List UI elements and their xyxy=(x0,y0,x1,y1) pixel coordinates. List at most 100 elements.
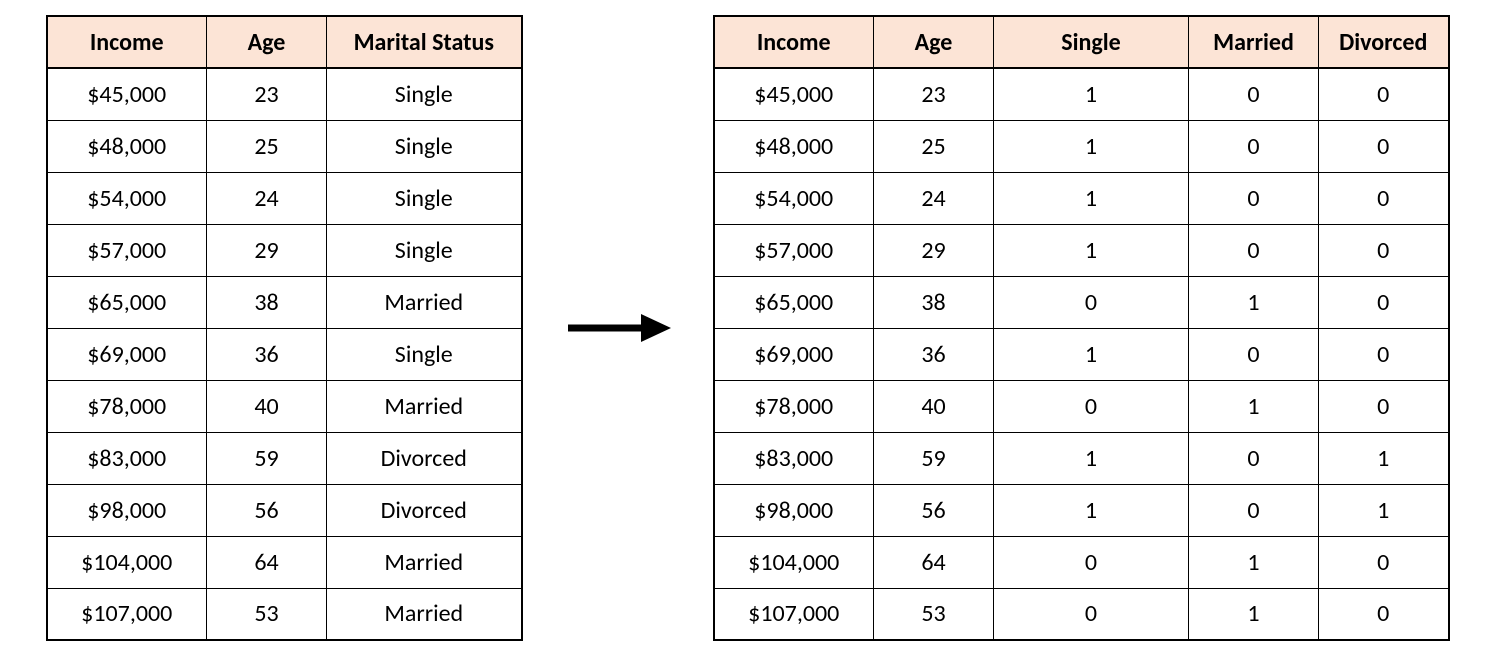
encoded-cell: 36 xyxy=(874,328,994,380)
source-cell: 64 xyxy=(207,536,327,588)
source-cell: Married xyxy=(327,588,522,640)
encoded-cell: $65,000 xyxy=(714,276,874,328)
encoded-cell: 1 xyxy=(994,224,1189,276)
encoded-cell: 1 xyxy=(994,120,1189,172)
encoded-cell: $78,000 xyxy=(714,380,874,432)
encoded-row: $107,00053010 xyxy=(714,588,1449,640)
source-table: IncomeAgeMarital Status $45,00023Single$… xyxy=(46,15,523,641)
encoded-cell: 0 xyxy=(1319,68,1449,120)
encoded-cell: 56 xyxy=(874,484,994,536)
encoded-header-income: Income xyxy=(714,16,874,68)
encoded-cell: 1 xyxy=(994,432,1189,484)
arrow-icon xyxy=(563,308,673,348)
source-cell: Divorced xyxy=(327,432,522,484)
encoded-cell: 25 xyxy=(874,120,994,172)
source-cell: 25 xyxy=(207,120,327,172)
source-row: $45,00023Single xyxy=(47,68,522,120)
encoded-cell: 0 xyxy=(1189,68,1319,120)
encoded-cell: $48,000 xyxy=(714,120,874,172)
encoded-cell: $98,000 xyxy=(714,484,874,536)
encoded-cell: 1 xyxy=(1319,484,1449,536)
encoded-row: $83,00059101 xyxy=(714,432,1449,484)
source-cell: 24 xyxy=(207,172,327,224)
encoded-header-single: Single xyxy=(994,16,1189,68)
encoded-cell: 1 xyxy=(994,328,1189,380)
encoded-cell: $107,000 xyxy=(714,588,874,640)
source-row: $107,00053Married xyxy=(47,588,522,640)
source-row: $54,00024Single xyxy=(47,172,522,224)
encoded-cell: 64 xyxy=(874,536,994,588)
encoded-cell: 0 xyxy=(1189,484,1319,536)
source-row: $57,00029Single xyxy=(47,224,522,276)
encoded-cell: 0 xyxy=(994,276,1189,328)
encoded-cell: 1 xyxy=(1189,276,1319,328)
source-cell: $45,000 xyxy=(47,68,207,120)
source-cell: Single xyxy=(327,328,522,380)
encoded-cell: 0 xyxy=(1319,224,1449,276)
encoded-cell: 0 xyxy=(994,380,1189,432)
encoded-cell: 0 xyxy=(1189,172,1319,224)
encoded-cell: 1 xyxy=(994,68,1189,120)
encoded-cell: 1 xyxy=(1189,588,1319,640)
source-row: $65,00038Married xyxy=(47,276,522,328)
encoded-cell: 0 xyxy=(1319,380,1449,432)
encoded-header-divorced: Divorced xyxy=(1319,16,1449,68)
source-header-marital-status: Marital Status xyxy=(327,16,522,68)
source-cell: 56 xyxy=(207,484,327,536)
encoded-cell: 1 xyxy=(994,484,1189,536)
encoded-cell: $54,000 xyxy=(714,172,874,224)
encoded-cell: 38 xyxy=(874,276,994,328)
source-cell: Married xyxy=(327,536,522,588)
source-cell: $98,000 xyxy=(47,484,207,536)
source-cell: Divorced xyxy=(327,484,522,536)
encoded-cell: $57,000 xyxy=(714,224,874,276)
encoded-cell: 1 xyxy=(1319,432,1449,484)
encoded-cell: 0 xyxy=(1189,120,1319,172)
source-row: $78,00040Married xyxy=(47,380,522,432)
encoded-table: IncomeAgeSingleMarriedDivorced $45,00023… xyxy=(713,15,1450,641)
encoded-cell: 0 xyxy=(1319,588,1449,640)
source-row: $104,00064Married xyxy=(47,536,522,588)
encoded-row: $69,00036100 xyxy=(714,328,1449,380)
encoded-cell: $69,000 xyxy=(714,328,874,380)
source-cell: 53 xyxy=(207,588,327,640)
source-row: $69,00036Single xyxy=(47,328,522,380)
encoded-cell: 59 xyxy=(874,432,994,484)
encoded-cell: 1 xyxy=(1189,536,1319,588)
source-cell: 38 xyxy=(207,276,327,328)
encoded-cell: 0 xyxy=(994,588,1189,640)
source-cell: $65,000 xyxy=(47,276,207,328)
encoded-cell: $83,000 xyxy=(714,432,874,484)
source-row: $83,00059Divorced xyxy=(47,432,522,484)
encoded-cell: 1 xyxy=(994,172,1189,224)
source-cell: Single xyxy=(327,172,522,224)
encoded-header-age: Age xyxy=(874,16,994,68)
encoded-cell: 0 xyxy=(1319,276,1449,328)
source-cell: 23 xyxy=(207,68,327,120)
source-cell: $107,000 xyxy=(47,588,207,640)
encoded-row: $45,00023100 xyxy=(714,68,1449,120)
source-cell: $83,000 xyxy=(47,432,207,484)
encoded-cell: 1 xyxy=(1189,380,1319,432)
encoded-row: $48,00025100 xyxy=(714,120,1449,172)
source-cell: Single xyxy=(327,68,522,120)
encoded-cell: 40 xyxy=(874,380,994,432)
encoded-cell: 0 xyxy=(1319,536,1449,588)
encoded-cell: 29 xyxy=(874,224,994,276)
source-header-income: Income xyxy=(47,16,207,68)
source-row: $48,00025Single xyxy=(47,120,522,172)
source-cell: Married xyxy=(327,380,522,432)
encoded-cell: 0 xyxy=(1319,120,1449,172)
encoded-row: $104,00064010 xyxy=(714,536,1449,588)
source-cell: Single xyxy=(327,120,522,172)
encoded-cell: 0 xyxy=(1319,328,1449,380)
source-cell: 29 xyxy=(207,224,327,276)
encoded-cell: 0 xyxy=(994,536,1189,588)
source-cell: $57,000 xyxy=(47,224,207,276)
source-cell: Single xyxy=(327,224,522,276)
encoded-cell: 0 xyxy=(1189,224,1319,276)
source-cell: $54,000 xyxy=(47,172,207,224)
encoded-cell: 0 xyxy=(1189,328,1319,380)
source-cell: 59 xyxy=(207,432,327,484)
source-header-age: Age xyxy=(207,16,327,68)
